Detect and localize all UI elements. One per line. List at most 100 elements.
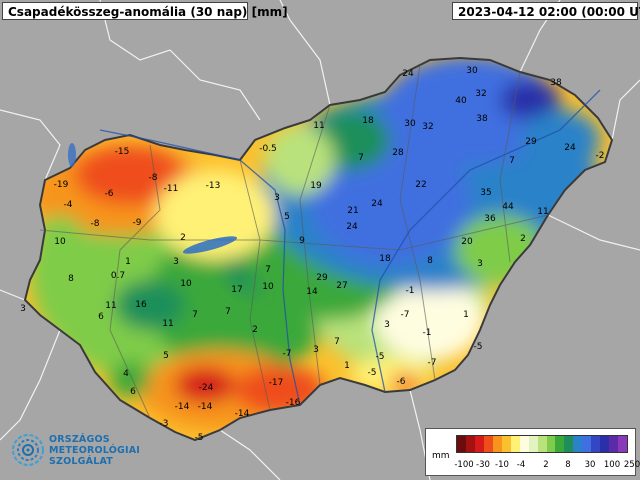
hungary-border (23, 56, 614, 442)
station-value: 9 (299, 236, 305, 246)
map-timestamp: 2023-04-12 02:00 (00:00 UTC) (452, 2, 640, 20)
station-value: -14 (235, 409, 250, 419)
omsz-logo: ORSZÁGOS METEOROLÓGIAI SZOLGÁLAT (8, 428, 158, 476)
station-value: -5 (195, 433, 204, 443)
station-value: 30 (404, 119, 416, 129)
station-value: -16 (286, 398, 301, 408)
station-value: 36 (484, 214, 496, 224)
station-value: 38 (550, 78, 562, 88)
station-value: 3 (313, 345, 319, 355)
legend-swatch (609, 436, 619, 452)
station-value: -1 (406, 286, 415, 296)
station-value: 11 (105, 301, 116, 311)
station-value: -7 (283, 349, 292, 359)
station-value: 5 (284, 212, 290, 222)
station-value: 3 (173, 257, 179, 267)
station-value: 10 (180, 279, 192, 289)
station-value: 3 (477, 259, 483, 269)
station-value: -5 (368, 368, 377, 378)
station-value: 19 (310, 181, 322, 191)
station-value: -17 (269, 378, 284, 388)
station-value: 40 (455, 96, 467, 106)
station-value: 14 (306, 287, 318, 297)
station-value: -19 (54, 180, 69, 190)
station-value: 8 (427, 256, 433, 266)
legend-tick-label: -4 (516, 460, 526, 470)
station-value: -5 (474, 342, 483, 352)
station-value: 1 (463, 310, 469, 320)
legend-swatch (537, 436, 547, 452)
legend-tick-label: -10 (495, 460, 509, 470)
station-value: -11 (164, 184, 179, 194)
legend-ticks: -100 -30 -10 -4 2 8 30 100 250 (450, 460, 640, 472)
station-value: 3 (384, 320, 390, 330)
station-value: -4 (64, 200, 73, 210)
station-value: 3 (20, 304, 26, 314)
legend-swatch (465, 436, 475, 452)
station-value: 18 (362, 116, 374, 126)
station-value: 2 (252, 325, 258, 335)
legend-tick-label: 2 (543, 460, 549, 470)
station-value: -3 (160, 419, 169, 429)
station-value: 29 (316, 273, 328, 283)
legend-swatch (492, 436, 502, 452)
legend-swatch (591, 436, 601, 452)
omsz-logo-text: ORSZÁGOS METEOROLÓGIAI SZOLGÁLAT (49, 434, 140, 467)
station-value: 7 (225, 307, 231, 317)
lake-ferto (68, 143, 76, 167)
station-value: 1 (344, 361, 350, 371)
station-value: 5 (163, 351, 169, 361)
rivers (99, 89, 601, 406)
legend-color-bar (456, 435, 628, 453)
color-legend: mm -100 -30 -10 -4 2 8 30 100 250 (425, 428, 640, 476)
station-value: -7 (401, 310, 410, 320)
station-value: -6 (397, 377, 406, 387)
station-value: 11 (162, 319, 173, 329)
station-value: 8 (68, 274, 74, 284)
station-value: 27 (336, 281, 347, 291)
legend-unit: mm (432, 451, 450, 461)
county-borders (39, 64, 549, 419)
station-value: 17 (231, 285, 242, 295)
station-value: 0.7 (111, 271, 125, 281)
map-title: Csapadékösszeg-anomália (30 nap) [mm] (2, 2, 288, 20)
station-value: 1 (125, 257, 131, 267)
station-value: -8 (149, 173, 158, 183)
station-value: 2 (520, 234, 526, 244)
legend-tick-label: 100 (603, 460, 621, 470)
lake-balaton (182, 236, 238, 254)
station-value: 6 (130, 387, 136, 397)
station-value: 24 (402, 69, 414, 79)
station-value: 10 (54, 237, 66, 247)
station-value: 24 (346, 222, 358, 232)
legend-swatch (457, 436, 466, 452)
station-value: 24 (371, 199, 383, 209)
station-value: -1 (423, 328, 432, 338)
station-value: 2 (180, 233, 186, 243)
station-value: 11 (537, 207, 548, 217)
station-value: 4 (123, 369, 129, 379)
station-value: 6 (98, 312, 104, 322)
station-value: 35 (480, 188, 491, 198)
station-value: -7 (428, 358, 437, 368)
station-value: 28 (392, 148, 404, 158)
station-value: 16 (135, 300, 147, 310)
station-value: 38 (476, 114, 488, 124)
legend-swatch (519, 436, 529, 452)
legend-swatch (618, 436, 628, 452)
station-value: -5 (376, 352, 385, 362)
station-value: 21 (347, 206, 358, 216)
station-value: -14 (198, 402, 213, 412)
logo-line-2: METEOROLÓGIAI (49, 445, 140, 456)
station-value: 32 (422, 122, 433, 132)
legend-swatch (483, 436, 493, 452)
legend-tick-label: 250 (623, 460, 640, 470)
legend-swatch (582, 436, 592, 452)
station-value: 24 (564, 143, 576, 153)
legend-tick-label: -100 (454, 460, 474, 470)
logo-line-3: SZOLGÁLAT (49, 456, 113, 467)
station-value: 7 (334, 337, 340, 347)
station-value: -13 (206, 181, 221, 191)
